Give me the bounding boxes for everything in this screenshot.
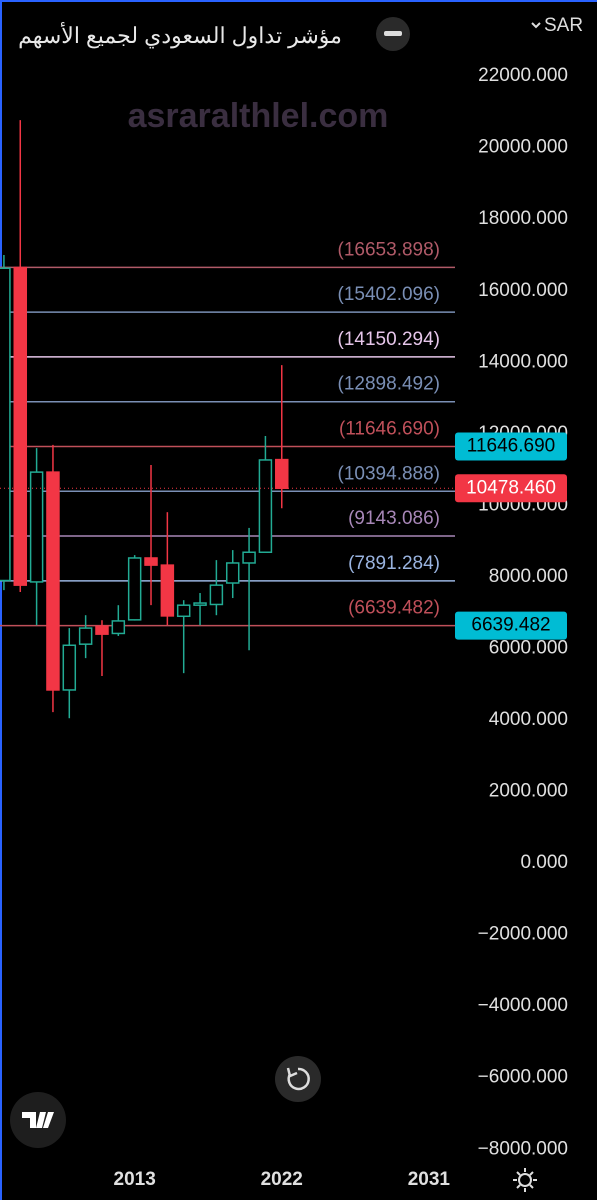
- candle-body: [111, 620, 126, 635]
- y-tick-label: 8000.000: [489, 566, 568, 587]
- x-tick-label: 2022: [261, 1169, 303, 1190]
- candle-body: [144, 557, 158, 566]
- candle-body: [127, 557, 142, 621]
- x-tick-label: 2031: [408, 1169, 451, 1190]
- y-tick-label: −4000.000: [478, 995, 568, 1016]
- fib-level-label: (9143.086): [348, 508, 440, 529]
- y-tick-label: 22000.000: [478, 65, 568, 86]
- candle-body: [13, 266, 28, 586]
- candle-body: [0, 267, 11, 582]
- watermark: asraralthlel.com: [128, 97, 389, 135]
- reset-button[interactable]: [275, 1056, 321, 1102]
- price-badge: [455, 432, 567, 461]
- y-tick-label: 16000.000: [478, 280, 568, 301]
- candle-body: [258, 459, 273, 553]
- fib-level-label: (14150.294): [338, 329, 440, 350]
- candle-body: [275, 458, 289, 490]
- y-tick-label: −6000.000: [478, 1067, 568, 1088]
- candle-body: [193, 602, 207, 606]
- candle-body: [225, 562, 240, 584]
- y-tick-label: −8000.000: [478, 1138, 568, 1159]
- reset-icon: [286, 1067, 298, 1078]
- y-tick-label: 4000.000: [489, 709, 568, 730]
- currency[interactable]: SAR: [544, 15, 583, 36]
- currency-chevron[interactable]: [531, 22, 541, 29]
- fib-level-label: (10394.888): [338, 463, 440, 484]
- settings-icon[interactable]: [513, 1168, 537, 1192]
- candle-body: [62, 644, 77, 691]
- candle-body: [242, 551, 256, 564]
- y-tick-label: −2000.000: [478, 924, 568, 945]
- fib-level-label: (7891.284): [348, 553, 440, 574]
- candle-body: [78, 627, 93, 645]
- sun-rays: [513, 1168, 537, 1192]
- y-tick-label: 20000.000: [478, 137, 568, 158]
- price-badge: [455, 611, 567, 640]
- y-tick-label: 14000.000: [478, 351, 568, 372]
- y-tick-label: 2000.000: [489, 781, 568, 802]
- fib-level-label: (16653.898): [338, 239, 440, 260]
- candle-body: [46, 471, 60, 691]
- y-tick-label: 18000.000: [478, 208, 568, 229]
- candle-body: [160, 564, 175, 617]
- reset-icon: [287, 1067, 310, 1091]
- candle-body: [176, 604, 191, 618]
- price-badge: [455, 474, 567, 503]
- price-badge-label: 6639.482: [471, 615, 550, 636]
- logo-mark: [22, 1112, 54, 1128]
- price-badge-label: 11646.690: [467, 435, 555, 456]
- y-tick-label: 6000.000: [489, 637, 568, 658]
- sun-core: [518, 1173, 532, 1187]
- minimize-button[interactable]: [376, 17, 410, 51]
- candle-body: [29, 471, 44, 583]
- fib-level-label: (12898.492): [338, 374, 440, 395]
- y-tick-label: 0.000: [520, 852, 568, 873]
- button-icon: [384, 31, 402, 36]
- candle-body: [209, 584, 224, 606]
- candle-body: [95, 625, 109, 635]
- fib-level-label: (6639.482): [348, 598, 440, 619]
- button-bg: [275, 1056, 321, 1102]
- chart-title: مؤشر تداول السعودي لجميع الأسهم: [18, 21, 342, 49]
- x-tick-label: 2013: [114, 1169, 156, 1190]
- price-badge-label: 10478.460: [466, 477, 556, 498]
- fib-level-label: (15402.096): [338, 284, 440, 305]
- fib-level-label: (11646.690): [339, 418, 440, 439]
- tradingview-logo[interactable]: [10, 1092, 66, 1148]
